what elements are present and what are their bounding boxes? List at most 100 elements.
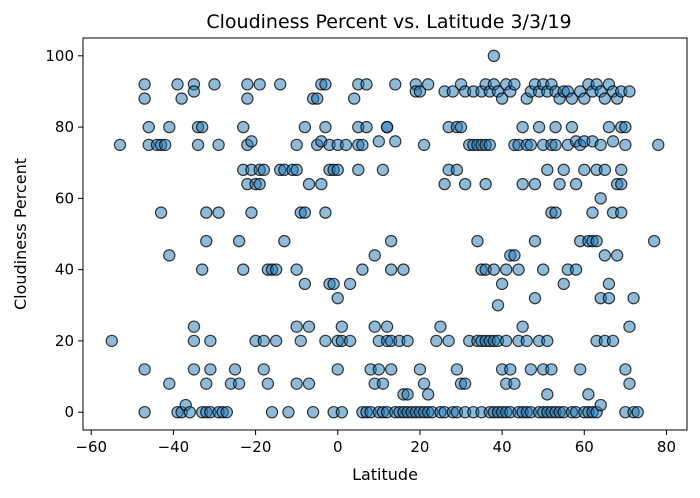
data-point xyxy=(187,320,201,333)
data-point xyxy=(401,334,414,348)
data-point xyxy=(241,92,254,105)
x-tick-label: 60 xyxy=(575,438,594,456)
data-point xyxy=(528,177,542,191)
data-point xyxy=(343,334,357,348)
data-point xyxy=(495,277,509,291)
data-point xyxy=(545,363,558,376)
data-point xyxy=(458,177,472,191)
data-point xyxy=(142,120,155,134)
data-point xyxy=(438,177,451,191)
data-point xyxy=(586,206,599,219)
data-point xyxy=(319,334,332,348)
data-point xyxy=(397,263,410,276)
data-point xyxy=(191,138,205,152)
data-point xyxy=(278,234,291,248)
data-point xyxy=(352,163,365,177)
data-point xyxy=(549,120,562,134)
data-point xyxy=(413,363,427,376)
data-point xyxy=(257,163,270,177)
data-point xyxy=(105,334,118,348)
data-point xyxy=(257,334,270,348)
data-point xyxy=(302,377,316,390)
data-point xyxy=(138,78,151,91)
data-point xyxy=(487,263,501,276)
data-point xyxy=(602,277,616,291)
data-point xyxy=(606,135,620,148)
data-point xyxy=(302,320,316,333)
x-axis-label: Latitude xyxy=(352,465,418,484)
data-point xyxy=(241,78,254,91)
data-point xyxy=(163,377,176,390)
data-point xyxy=(200,377,213,390)
y-tick-label: 60 xyxy=(55,189,74,207)
data-point xyxy=(306,405,320,419)
data-point xyxy=(319,78,332,91)
data-point xyxy=(232,234,246,248)
data-point xyxy=(384,363,398,376)
data-point xyxy=(269,263,283,276)
data-point xyxy=(458,377,472,390)
data-point xyxy=(512,263,525,276)
data-point xyxy=(200,234,213,248)
plot-frame xyxy=(82,37,688,431)
data-point xyxy=(335,320,349,333)
data-point xyxy=(602,120,616,134)
data-point xyxy=(504,363,517,376)
data-point xyxy=(228,363,242,376)
data-point xyxy=(528,234,542,248)
data-point xyxy=(237,263,250,276)
data-point xyxy=(401,388,414,401)
x-axis-ticks: −60 −40 −20 0 20 40 60 80 xyxy=(75,430,676,456)
data-point xyxy=(380,320,394,333)
data-point xyxy=(483,138,496,152)
data-point xyxy=(195,263,209,276)
data-point xyxy=(619,363,632,376)
data-point xyxy=(536,263,550,276)
x-tick-label: 20 xyxy=(410,438,429,456)
data-point xyxy=(619,120,632,134)
data-point xyxy=(376,163,390,177)
chart-title: Cloudiness Percent vs. Latitude 3/3/19 xyxy=(206,11,571,33)
data-point xyxy=(647,234,661,248)
data-point xyxy=(294,334,307,348)
data-point xyxy=(265,405,279,419)
data-point xyxy=(389,135,402,148)
data-point xyxy=(450,363,464,376)
data-point xyxy=(606,334,620,348)
data-point xyxy=(339,138,353,152)
y-tick-label: 40 xyxy=(55,261,74,279)
data-point xyxy=(212,206,225,219)
data-point xyxy=(565,120,579,134)
data-point xyxy=(508,78,521,91)
data-point xyxy=(557,163,570,177)
y-tick-label: 80 xyxy=(55,118,74,136)
x-tick-label: 40 xyxy=(493,438,512,456)
data-point xyxy=(594,192,607,205)
data-point xyxy=(413,85,427,98)
data-point xyxy=(434,320,447,333)
data-point xyxy=(602,291,616,305)
data-point xyxy=(516,120,529,134)
data-point xyxy=(245,135,258,148)
data-point xyxy=(631,405,644,419)
data-point xyxy=(368,249,381,262)
data-point xyxy=(113,138,127,152)
data-point xyxy=(356,263,369,276)
data-point xyxy=(615,206,628,219)
data-point xyxy=(610,249,624,262)
data-point xyxy=(598,92,612,105)
data-point xyxy=(549,206,562,219)
data-point xyxy=(290,377,303,390)
data-point xyxy=(417,377,431,390)
data-point xyxy=(347,92,361,105)
x-tick-label: −20 xyxy=(240,438,272,456)
data-point xyxy=(290,320,303,333)
data-point xyxy=(368,320,381,333)
data-point xyxy=(430,334,443,348)
data-point xyxy=(528,291,542,305)
data-point xyxy=(237,120,250,134)
data-point xyxy=(335,405,349,419)
x-tick-label: −60 xyxy=(75,438,107,456)
data-point xyxy=(360,78,373,91)
